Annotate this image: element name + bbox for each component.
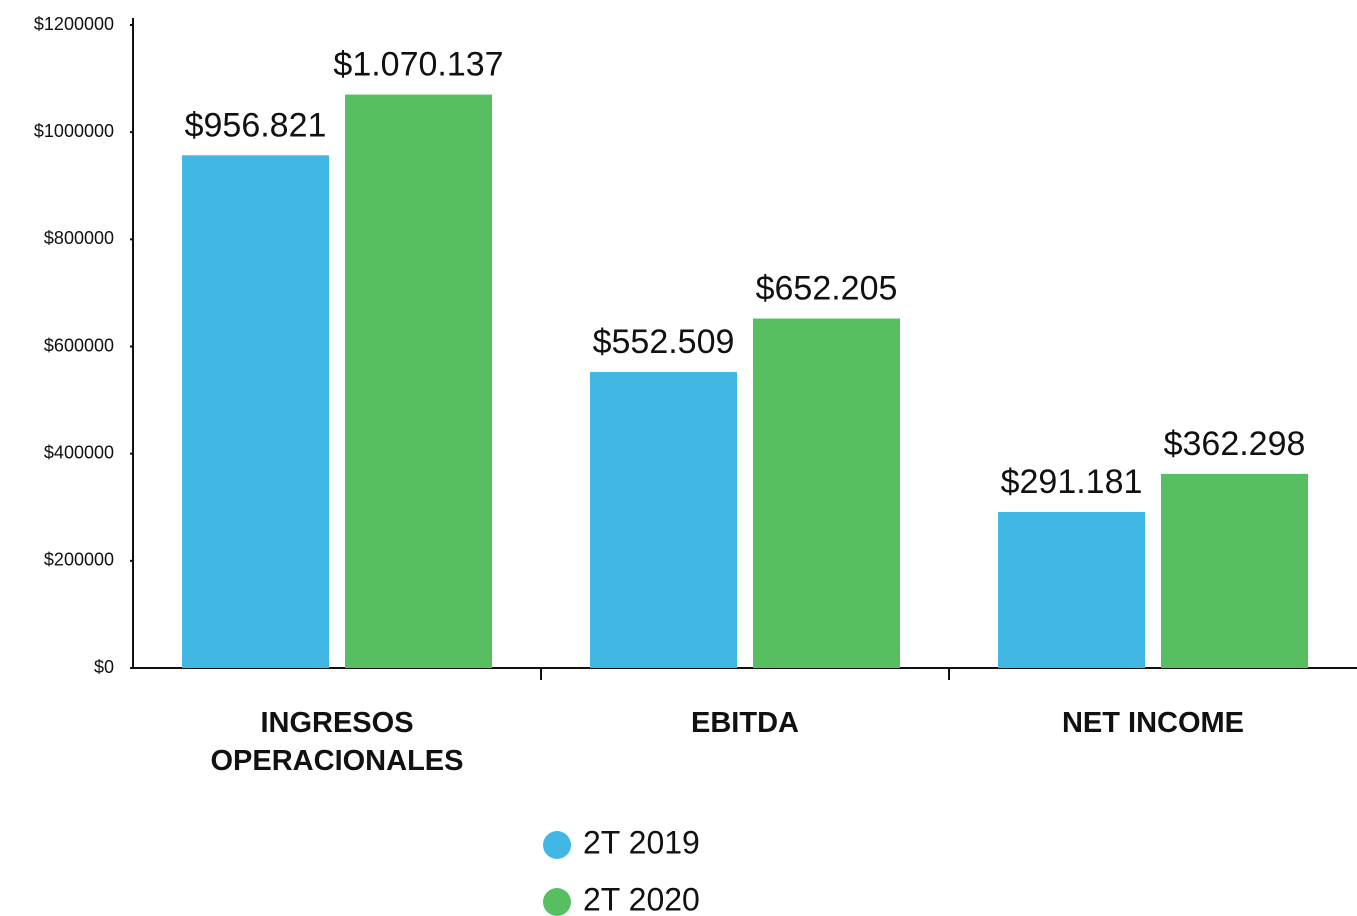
bar bbox=[182, 155, 329, 669]
legend-marker bbox=[543, 831, 571, 859]
value-label: $1.070.137 bbox=[333, 46, 503, 84]
legend-label: 2T 2019 bbox=[583, 824, 700, 860]
bar bbox=[998, 511, 1145, 668]
value-label: $652.205 bbox=[756, 270, 898, 308]
legend-marker bbox=[543, 888, 571, 916]
y-tick-label: $1200000 bbox=[34, 14, 114, 34]
y-tick-label: $600000 bbox=[44, 335, 114, 355]
y-tick-label: $400000 bbox=[44, 442, 114, 462]
x-tick-label: EBITDA bbox=[691, 707, 799, 739]
y-tick-label: $800000 bbox=[44, 228, 114, 248]
legend-label: 2T 2020 bbox=[583, 881, 700, 916]
value-label: $552.509 bbox=[593, 323, 735, 361]
bar bbox=[590, 371, 737, 668]
value-label: $956.821 bbox=[185, 106, 327, 144]
y-tick-label: $200000 bbox=[44, 550, 114, 570]
x-tick-label: INGRESOS OPERACIONALES bbox=[210, 707, 464, 777]
value-label: $362.298 bbox=[1164, 425, 1306, 463]
x-tick-label: NET INCOME bbox=[1061, 707, 1245, 739]
bar bbox=[1161, 473, 1308, 668]
bar bbox=[753, 318, 900, 668]
y-tick-label: $1000000 bbox=[34, 121, 114, 141]
bar bbox=[345, 94, 492, 669]
value-label: $291.181 bbox=[1001, 463, 1143, 501]
y-tick-label: $0 bbox=[94, 657, 114, 677]
